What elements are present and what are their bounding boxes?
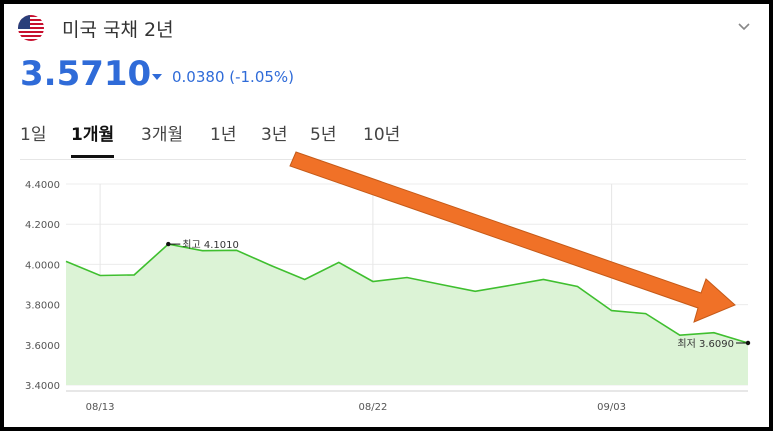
- quote-card: 미국 국채 2년 3.5710 0.0380 (-1.05%) 1일 1개월 3…: [8, 6, 765, 423]
- tab-1m[interactable]: 1개월: [71, 120, 115, 158]
- x-tick-label: 08/22: [358, 402, 387, 413]
- data-point: [304, 278, 306, 280]
- tab-10y[interactable]: 10년: [363, 125, 401, 145]
- y-tick-label: 4.0000: [25, 260, 60, 271]
- price-row: 3.5710 0.0380 (-1.05%): [20, 54, 620, 98]
- data-point: [269, 264, 271, 266]
- chevron-down-icon[interactable]: [736, 18, 752, 34]
- tab-3y[interactable]: 3년: [261, 125, 288, 145]
- y-tick-label: 3.8000: [25, 301, 60, 312]
- tab-5y[interactable]: 5년: [310, 125, 337, 145]
- x-tick-label: 09/03: [597, 402, 626, 413]
- us-flag-icon: [18, 15, 44, 41]
- data-point: [338, 261, 340, 263]
- y-tick-label: 4.4000: [25, 180, 60, 191]
- data-point: [406, 276, 408, 278]
- x-tick-label: 08/13: [86, 402, 115, 413]
- data-point: [576, 285, 578, 287]
- card-header: 미국 국채 2년: [18, 12, 758, 44]
- data-point: [542, 278, 544, 280]
- data-point: [372, 280, 374, 282]
- data-point: [645, 312, 647, 314]
- tab-1d[interactable]: 1일: [20, 125, 47, 145]
- period-tabs: 1일 1개월 3개월 1년 3년 5년 10년: [20, 120, 760, 162]
- data-point: [679, 334, 681, 336]
- tabs-divider: [20, 159, 746, 160]
- y-tick-label: 4.2000: [25, 220, 60, 231]
- y-tick-label: 3.6000: [25, 341, 60, 352]
- high-label: 최고 4.1010: [182, 239, 239, 251]
- data-point: [133, 274, 135, 276]
- price-change: 0.0380 (-1.05%): [172, 68, 295, 86]
- data-point: [440, 283, 442, 285]
- triangle-down-icon: [152, 74, 162, 80]
- tab-1y[interactable]: 1년: [210, 125, 237, 145]
- y-tick-label: 3.4000: [25, 381, 60, 392]
- instrument-title: 미국 국채 2년: [62, 19, 174, 41]
- data-point: [474, 290, 476, 292]
- data-point: [65, 260, 67, 262]
- yield-chart: 4.4000 4.2000 4.0000 3.8000 3.6000 3.4000 08/1…: [25, 180, 751, 413]
- data-point: [713, 332, 715, 334]
- data-point: [508, 284, 510, 286]
- data-point: [99, 274, 101, 276]
- data-point: [610, 309, 612, 311]
- current-price: 3.5710: [20, 54, 152, 94]
- tab-3m[interactable]: 3개월: [141, 125, 184, 145]
- low-label: 최저 3.6090: [677, 338, 734, 350]
